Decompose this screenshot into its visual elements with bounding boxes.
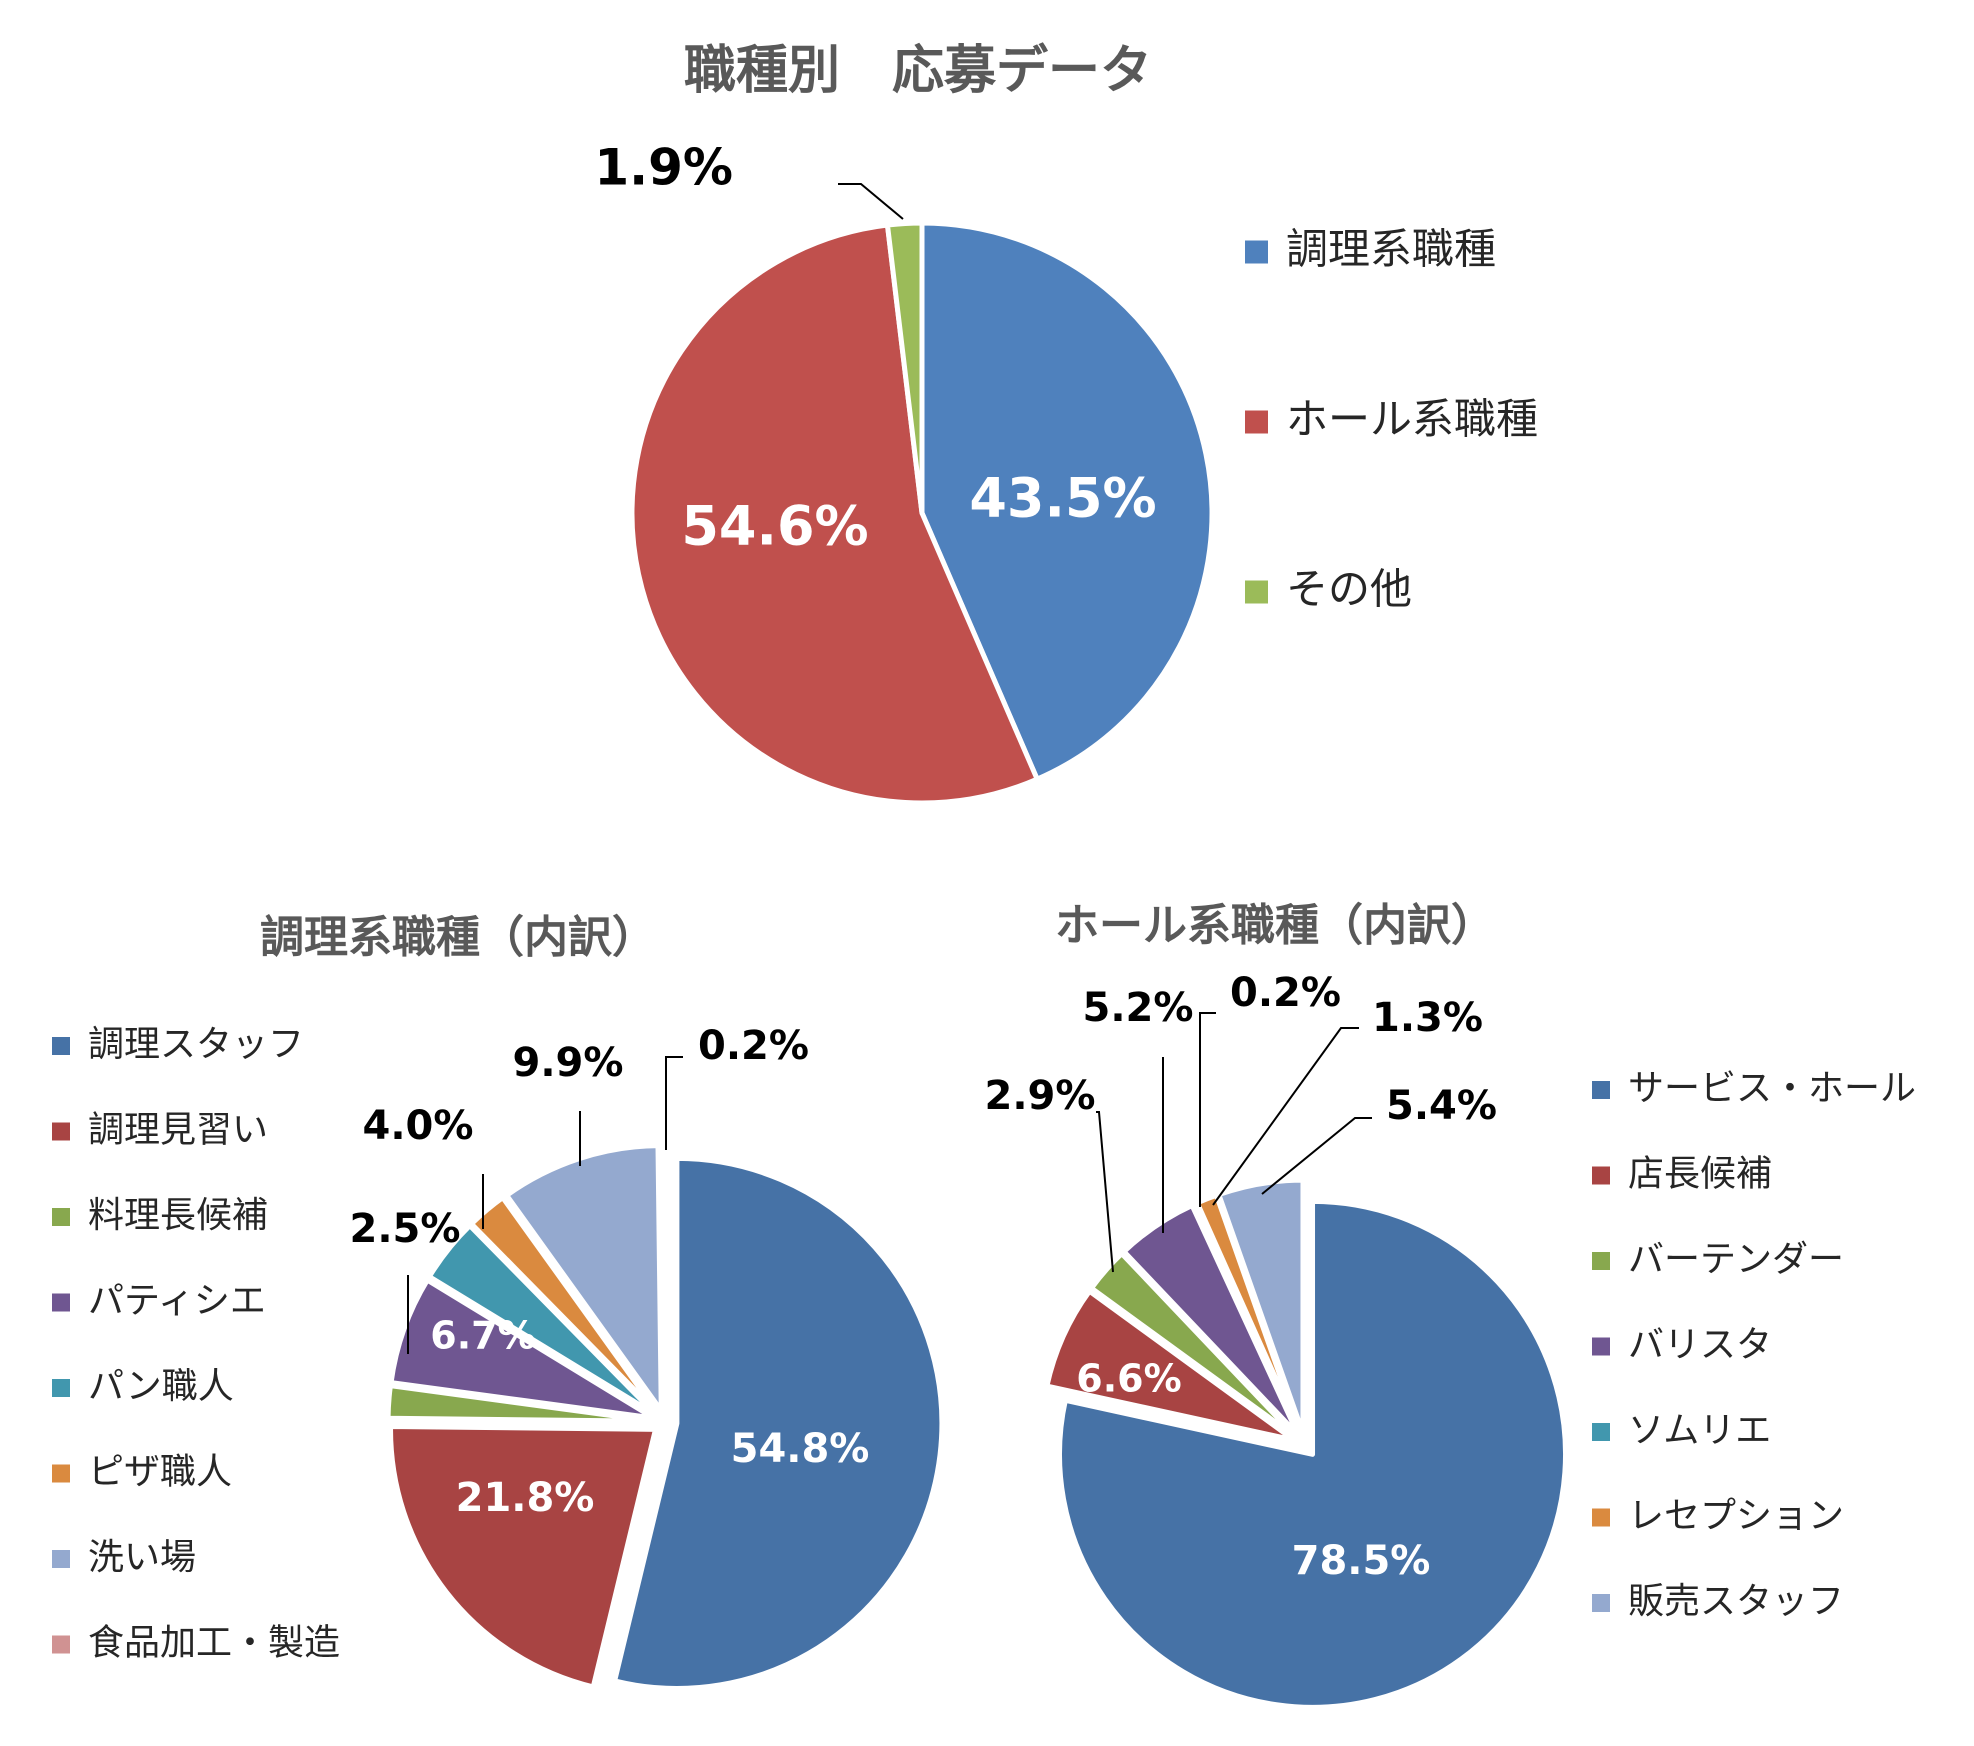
pie2-data-label-4: 6.7% — [430, 1314, 535, 1358]
pie3-slice-6 — [1194, 1192, 1304, 1437]
pie2-legend-label-1: 調理スタッフ — [88, 1024, 304, 1065]
pie2-legend-swatch-7 — [52, 1550, 70, 1568]
pie3-legend-swatch-7 — [1592, 1594, 1610, 1612]
pie1-legend-swatch-3 — [1245, 580, 1268, 604]
pie3-leader-line-3 — [1096, 1111, 1114, 1273]
pie2-legend-label-2: 調理見習い — [88, 1110, 268, 1151]
pie2-slice-3 — [385, 1383, 656, 1424]
pie1-data-label-1: 43.5% — [969, 467, 1156, 530]
pie2-data-label-7: 9.9% — [513, 1040, 624, 1086]
pie3-legend-label-7: 販売スタッフ — [1628, 1581, 1844, 1622]
main-chart-title: 職種別 応募データ — [684, 41, 1152, 101]
pie3-legend-label-6: レセプション — [1628, 1496, 1844, 1537]
pie1-data-label-2: 54.6% — [681, 495, 868, 558]
pie3-data-label-3: 2.9% — [985, 1073, 1096, 1119]
pie3-slice-2 — [1044, 1288, 1297, 1443]
cooking-chart-title: 調理系職種（内訳） — [260, 912, 656, 963]
pie1-slice-2 — [629, 222, 1040, 806]
pie2-legend-label-5: パン職人 — [88, 1366, 234, 1407]
pie2-slice-7 — [504, 1143, 664, 1414]
pie3-legend-swatch-6 — [1592, 1508, 1610, 1527]
pie3-legend-swatch-1 — [1592, 1081, 1610, 1099]
pie2-data-label-2: 21.8% — [456, 1475, 595, 1521]
pie3-slice-3 — [1088, 1251, 1299, 1440]
pie-slices — [385, 220, 1568, 1710]
pie3-data-label-5: 0.2% — [1230, 970, 1341, 1016]
pie2-slice-1 — [612, 1155, 945, 1691]
pie2-legend-swatch-8 — [52, 1635, 70, 1654]
pie3-legend-label-4: バリスタ — [1628, 1325, 1772, 1366]
pie2-legend-swatch-6 — [52, 1464, 70, 1483]
hall-chart-title: ホール系職種（内訳） — [1055, 900, 1495, 951]
pie3-slice-1 — [1057, 1198, 1568, 1710]
pie3-legend-swatch-3 — [1592, 1252, 1610, 1270]
pie2-legend-swatch-3 — [52, 1208, 70, 1226]
pie2-data-label-5: 4.0% — [363, 1103, 474, 1149]
pie2-legend-swatch-2 — [52, 1122, 70, 1141]
pie3-data-label-6: 1.3% — [1372, 995, 1483, 1041]
pie2-legend-label-8: 食品加工・製造 — [88, 1623, 340, 1664]
pie3-legend-label-3: バーテンダー — [1628, 1239, 1844, 1280]
pie2-data-label-6: 2.5% — [350, 1206, 461, 1252]
pie2-slice-4 — [388, 1277, 657, 1421]
pie2-legend-swatch-4 — [52, 1293, 70, 1312]
pie2-legend-label-6: ピザ職人 — [88, 1452, 232, 1493]
pie2-legend-swatch-5 — [52, 1379, 70, 1397]
pie3-legend-label-5: ソムリエ — [1628, 1410, 1771, 1451]
pie1-legend-label-3: その他 — [1286, 565, 1412, 614]
pie2-legend-label-3: 料理長候補 — [88, 1195, 268, 1236]
pie1-legend-swatch-1 — [1245, 240, 1268, 264]
pie3-leader-line-7 — [1261, 1117, 1372, 1195]
pie2-data-label-8: 0.2% — [698, 1023, 809, 1069]
pie1-slice-3 — [884, 220, 925, 516]
pie1-data-label-3: 1.9% — [594, 139, 733, 197]
pie3-legend-swatch-5 — [1592, 1423, 1610, 1441]
legends: 調理系職種ホール系職種その他調理スタッフ調理見習い料理長候補パティシエパン職人ピ… — [52, 225, 1916, 1664]
pie1-legend-label-1: 調理系職種 — [1286, 225, 1496, 274]
pie2-slice-2 — [388, 1424, 659, 1690]
pie3-data-label-1: 78.5% — [1292, 1538, 1431, 1584]
pie2-legend-label-7: 洗い場 — [88, 1537, 196, 1578]
pie3-legend-swatch-4 — [1592, 1337, 1610, 1356]
pie3-legend-label-1: サービス・ホール — [1628, 1068, 1916, 1109]
pie3-legend-label-2: 店長候補 — [1628, 1154, 1772, 1195]
pie1-leader-line-3 — [838, 183, 904, 220]
pie3-legend-swatch-2 — [1592, 1166, 1610, 1185]
pie3-data-label-4: 5.2% — [1083, 985, 1194, 1031]
pie3-leader-line-6 — [1212, 1027, 1359, 1206]
pie3-data-label-2: 6.6% — [1076, 1357, 1181, 1401]
pie2-slice-6 — [468, 1195, 660, 1416]
pie2-slice-8 — [659, 1142, 668, 1413]
pie3-data-label-7: 5.4% — [1386, 1083, 1497, 1129]
pie3-slice-7 — [1216, 1177, 1306, 1436]
pie1-slice-1 — [919, 220, 1215, 782]
data-labels: 43.5% 54.6% 1.9% 54.8% 21.8% 6.7% 4.0% 2.5% 9.9%… — [350, 139, 1497, 1585]
pie2-legend-swatch-1 — [52, 1037, 70, 1055]
pie1-legend-label-2: ホール系職種 — [1286, 395, 1538, 444]
pie2-leader-line-8 — [665, 1056, 683, 1150]
pie1-legend-swatch-2 — [1245, 410, 1268, 434]
pie2-data-label-1: 54.8% — [731, 1426, 870, 1472]
pie3-leader-line-5 — [1199, 1012, 1216, 1207]
pie2-legend-label-4: パティシエ — [88, 1281, 266, 1322]
